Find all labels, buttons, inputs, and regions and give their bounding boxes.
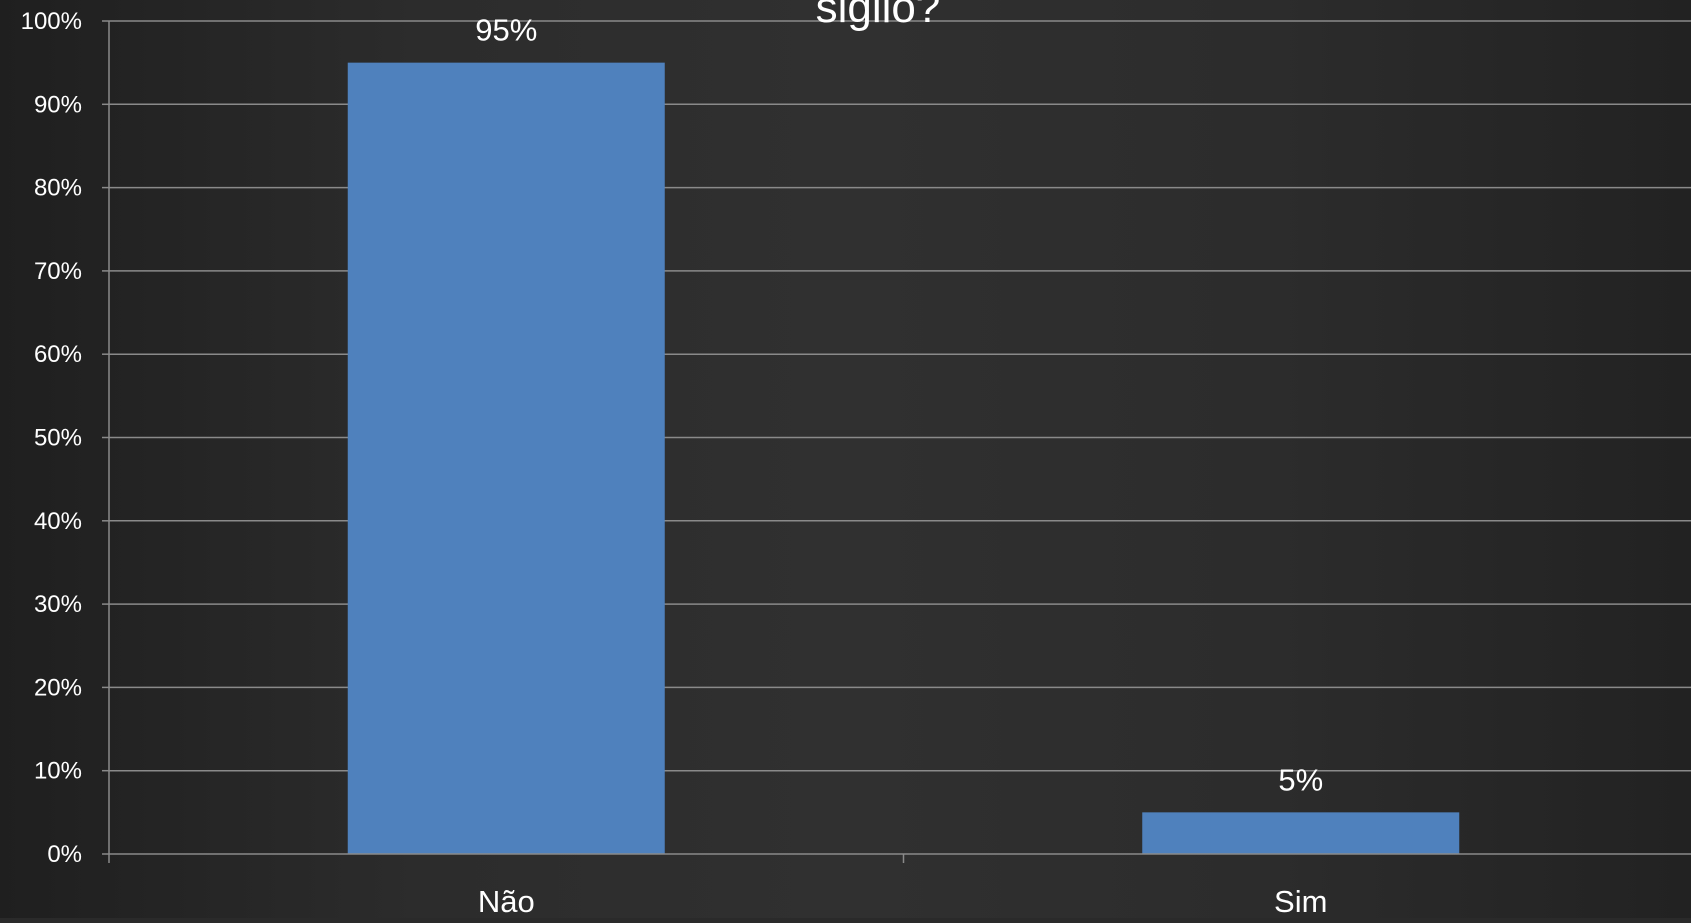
bars [347, 62, 1460, 854]
x-tick-label: Não [478, 884, 535, 918]
gridlines [109, 20, 1691, 772]
y-tick-label: 60% [34, 341, 82, 368]
y-tick-label: 100% [21, 8, 82, 35]
x-tick-label: Sim [1274, 884, 1327, 918]
chart-title: sigilo? [816, 0, 941, 32]
bar-2 [1142, 812, 1460, 854]
data-labels: 95% 5% [475, 13, 1323, 798]
bar-1 [347, 62, 665, 854]
y-tick-label: 0% [47, 841, 82, 868]
y-tick-label: 90% [34, 91, 82, 118]
y-tick-label: 10% [34, 758, 82, 785]
y-tick-label: 70% [34, 258, 82, 285]
y-tick-label: 30% [34, 591, 82, 618]
axes: 0% 10% 20% 30% 40% 50% 60% 70% 80% 90% 100% Não Sim [21, 8, 1691, 919]
data-label: 95% [475, 13, 537, 48]
data-label: 5% [1278, 762, 1323, 797]
y-tick-label: 20% [34, 674, 82, 701]
y-tick-label: 50% [34, 425, 82, 452]
y-tick-label: 80% [34, 175, 82, 202]
y-tick-label: 40% [34, 508, 82, 535]
